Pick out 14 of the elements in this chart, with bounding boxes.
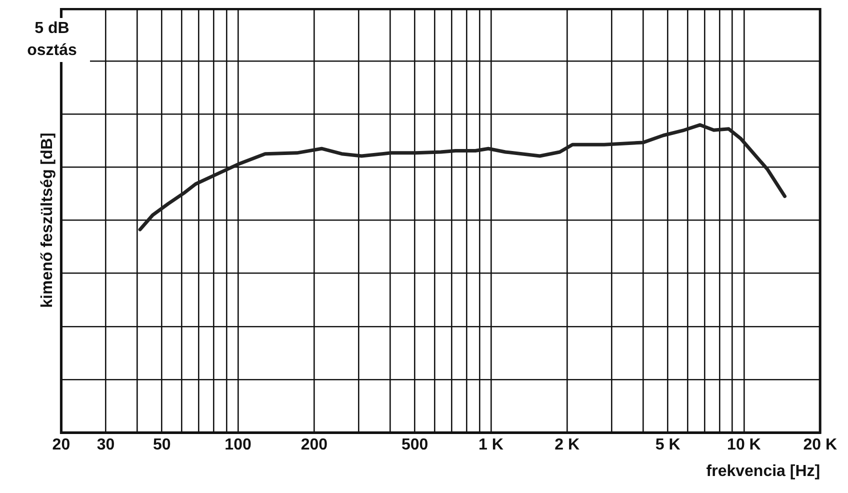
x-tick-label: 20	[52, 436, 70, 454]
x-axis-title: frekvencia [Hz]	[706, 462, 820, 480]
x-tick-label: 5 K	[655, 436, 681, 454]
x-tick-label: 2 K	[554, 436, 580, 454]
x-tick-label: 1 K	[478, 436, 504, 454]
x-tick-label: 200	[300, 436, 328, 454]
x-tick-label: 100	[224, 436, 252, 454]
x-tick-label: 10 K	[727, 436, 762, 454]
x-tick-label: 50	[152, 436, 171, 454]
y-axis-title: kimenő feszültség [dB]	[39, 132, 56, 308]
text: 5 dB osztás	[14, 18, 90, 62]
x-tick-label: 500	[401, 436, 428, 454]
x-tick-label: 30	[96, 436, 115, 454]
x-tick-label: 20 K	[803, 436, 838, 454]
